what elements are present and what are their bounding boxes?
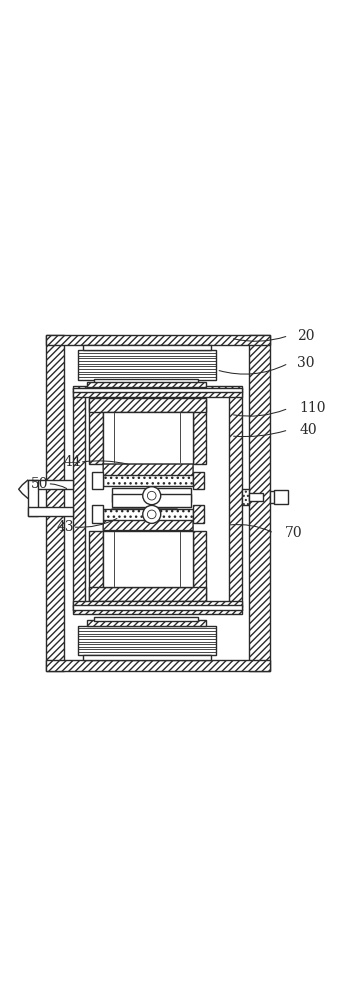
Circle shape bbox=[143, 505, 161, 523]
Bar bbox=[103, 531, 193, 587]
Bar bbox=[103, 412, 193, 464]
Bar bbox=[92, 505, 103, 523]
Polygon shape bbox=[103, 509, 193, 531]
Bar bbox=[28, 507, 73, 516]
Text: 40: 40 bbox=[299, 423, 317, 437]
Bar bbox=[89, 587, 206, 601]
Circle shape bbox=[147, 510, 156, 519]
Bar bbox=[78, 626, 217, 655]
Text: 30: 30 bbox=[297, 356, 315, 370]
Bar bbox=[45, 335, 270, 345]
Text: 110: 110 bbox=[299, 401, 326, 415]
Bar bbox=[193, 531, 206, 601]
Bar bbox=[73, 391, 242, 397]
Bar bbox=[103, 509, 193, 520]
Bar bbox=[73, 605, 242, 610]
Bar bbox=[270, 491, 283, 503]
Bar bbox=[87, 382, 206, 387]
Bar bbox=[78, 350, 217, 380]
Bar bbox=[73, 388, 85, 610]
Bar bbox=[193, 472, 204, 489]
Bar bbox=[45, 660, 270, 671]
Bar bbox=[112, 494, 191, 507]
Circle shape bbox=[147, 491, 156, 500]
Text: 70: 70 bbox=[285, 526, 303, 540]
Bar bbox=[193, 398, 206, 464]
Bar bbox=[89, 398, 206, 412]
Bar bbox=[94, 617, 199, 621]
Bar bbox=[92, 472, 103, 489]
Bar bbox=[45, 335, 64, 671]
Bar bbox=[28, 480, 73, 489]
Bar bbox=[112, 488, 191, 502]
Text: 43: 43 bbox=[56, 520, 74, 534]
Text: 50: 50 bbox=[31, 477, 49, 491]
Bar bbox=[28, 480, 39, 516]
Bar bbox=[73, 609, 242, 614]
Text: 20: 20 bbox=[297, 329, 315, 343]
Bar bbox=[89, 398, 103, 464]
Bar bbox=[229, 388, 242, 610]
Bar bbox=[94, 379, 199, 383]
Bar bbox=[242, 489, 249, 505]
Circle shape bbox=[143, 487, 161, 505]
Bar bbox=[89, 531, 103, 601]
Bar bbox=[73, 601, 242, 607]
Bar bbox=[87, 620, 206, 626]
Bar bbox=[249, 493, 263, 501]
Bar bbox=[73, 386, 242, 389]
Polygon shape bbox=[103, 464, 193, 486]
Bar bbox=[83, 345, 211, 350]
Text: 44: 44 bbox=[64, 455, 81, 469]
Bar bbox=[83, 655, 211, 660]
Bar bbox=[103, 475, 193, 486]
Bar bbox=[193, 505, 204, 523]
Bar bbox=[274, 490, 288, 504]
Bar bbox=[73, 388, 242, 392]
Bar bbox=[249, 335, 270, 671]
